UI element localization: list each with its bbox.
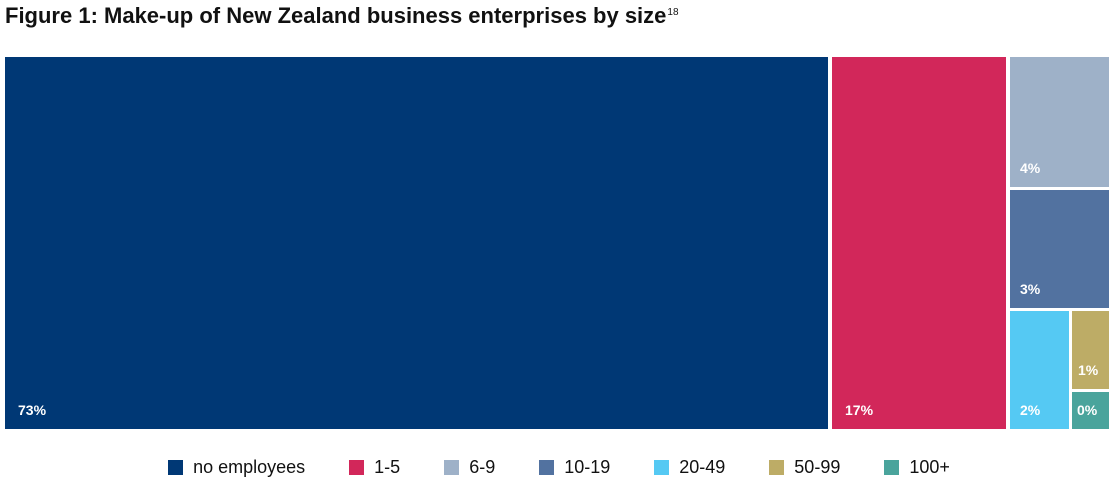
legend-label: 20-49 bbox=[679, 456, 726, 477]
legend-swatch bbox=[769, 459, 785, 475]
title-footnote-marker: 18 bbox=[667, 6, 679, 18]
chart-legend: no employees 1-5 6-9 10-19 20-49 50-99 100+ bbox=[0, 452, 1118, 482]
legend-swatch bbox=[444, 459, 460, 475]
legend-item-20-49: 20-49 bbox=[654, 457, 725, 478]
legend-item-no-employees: no employees bbox=[168, 457, 305, 478]
legend-swatch bbox=[539, 459, 555, 475]
treemap-label-1-5: 17% bbox=[845, 402, 874, 418]
legend-label: 1-5 bbox=[374, 456, 401, 477]
legend-label: no employees bbox=[193, 456, 306, 477]
treemap-cell-1-5 bbox=[832, 57, 1006, 429]
legend-label: 100+ bbox=[909, 456, 950, 477]
treemap-label-no-employees: 73% bbox=[18, 402, 47, 418]
treemap-chart: 73% 17% 4% 3% 2% 1% 0% bbox=[5, 57, 1109, 429]
legend-swatch bbox=[884, 459, 900, 475]
legend-item-50-99: 50-99 bbox=[769, 457, 840, 478]
legend-swatch bbox=[168, 459, 184, 475]
treemap-cell-10-19 bbox=[1010, 190, 1109, 308]
treemap-cell-20-49 bbox=[1010, 311, 1069, 429]
treemap-label-50-99: 1% bbox=[1078, 362, 1099, 378]
legend-swatch bbox=[349, 459, 365, 475]
treemap-label-6-9: 4% bbox=[1020, 160, 1041, 176]
legend-item-100: 100+ bbox=[884, 457, 950, 478]
treemap-cell-50-99 bbox=[1072, 311, 1109, 389]
legend-item-1-5: 1-5 bbox=[349, 457, 400, 478]
legend-item-10-19: 10-19 bbox=[539, 457, 610, 478]
treemap-cell-100 bbox=[1072, 392, 1109, 429]
legend-swatch bbox=[654, 459, 670, 475]
treemap-label-10-19: 3% bbox=[1020, 281, 1041, 297]
treemap-label-20-49: 2% bbox=[1020, 402, 1041, 418]
legend-item-6-9: 6-9 bbox=[444, 457, 495, 478]
treemap-cell-no-employees bbox=[5, 57, 828, 429]
chart-title-text: Figure 1: Make-up of New Zealand busines… bbox=[5, 3, 667, 28]
chart-title: Figure 1: Make-up of New Zealand busines… bbox=[5, 3, 679, 29]
treemap-cell-6-9 bbox=[1010, 57, 1109, 187]
legend-label: 10-19 bbox=[564, 456, 611, 477]
treemap-label-100: 0% bbox=[1077, 402, 1098, 418]
legend-label: 50-99 bbox=[794, 456, 841, 477]
legend-label: 6-9 bbox=[469, 456, 496, 477]
